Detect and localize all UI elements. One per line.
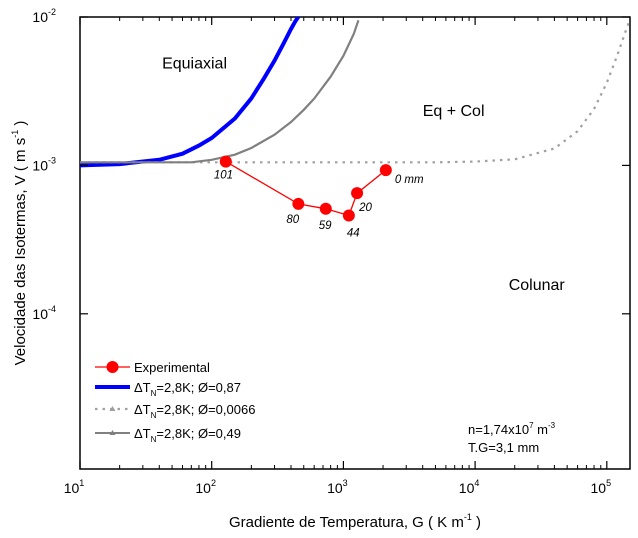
x-tick-label: 101 xyxy=(64,478,85,496)
experimental-point xyxy=(292,197,305,210)
annotation-line1: n=1,74x107 m-3 xyxy=(468,421,556,437)
legend-marker-triangle xyxy=(109,430,116,435)
x-axis-label-sup: -1 xyxy=(464,512,472,522)
legend-entry-label: ΔTN=2,8K; Ø=0,87 xyxy=(134,380,241,398)
region-label-eq-col: Eq + Col xyxy=(423,103,485,120)
y-tick-label: 10-4 xyxy=(32,304,56,322)
series-line-2-8k-0-87 xyxy=(80,17,301,168)
y-axis-label-close: ) xyxy=(12,121,29,130)
experimental-point xyxy=(351,187,364,200)
experimental-point xyxy=(342,209,355,222)
experimental-layer: 101 80 59 44 20 0 mm xyxy=(214,155,424,239)
annotation-line1-unit: m xyxy=(534,422,548,437)
x-axis-label-main: Gradiente de Temperatura, G ( K m xyxy=(229,514,464,531)
experimental-point xyxy=(319,202,332,215)
series-line-2-8k-0-49 xyxy=(80,19,360,164)
y-axis-label: Velocidade das Isotermas, V ( m s-1 ) xyxy=(10,121,29,366)
experimental-point-label: 44 xyxy=(347,227,360,239)
legend-entry-label: ΔTN=2,8K; Ø=0,0066 xyxy=(134,402,255,420)
experimental-point-label: 101 xyxy=(214,170,233,182)
experimental-point-label: 0 mm xyxy=(395,174,424,186)
x-axis-label: Gradiente de Temperatura, G ( K m-1 ) xyxy=(229,512,481,531)
x-tick-label: 105 xyxy=(591,478,612,496)
y-tick-label: 10-3 xyxy=(32,155,56,173)
legend-entry-label: ΔTN=2,8K; Ø=0,49 xyxy=(134,426,241,444)
legend-marker-experimental xyxy=(106,361,119,373)
tick-layer: 101 102 103 104 105 10-2 10-3 10-4 xyxy=(32,7,630,496)
legend-entry-label: Experimental xyxy=(134,360,210,375)
experimental-point xyxy=(219,155,232,168)
y-axis-label-main: Velocidade das Isotermas, V ( m s xyxy=(12,138,29,366)
annotation-line1-sup: 7 xyxy=(529,421,534,430)
experimental-line xyxy=(225,161,387,217)
region-labels: Equiaxial Eq + Col Colunar xyxy=(162,55,565,293)
x-tick-label: 102 xyxy=(195,478,216,496)
x-axis-label-close: ) xyxy=(472,514,481,531)
annotation-line1-main: n=1,74x10 xyxy=(468,422,529,437)
legend: Experimental ΔTN=2,8K; Ø=0,87 ΔTN=2,8K; Ø=… xyxy=(95,360,255,444)
region-label-equiaxial: Equiaxial xyxy=(162,55,227,72)
experimental-point xyxy=(379,164,392,177)
y-tick-label: 10-2 xyxy=(32,7,56,25)
legend-marker-triangle xyxy=(109,406,116,411)
annotation-line2: T.G=3,1 mm xyxy=(468,440,539,455)
x-tick-label: 104 xyxy=(459,478,480,496)
y-axis-label-sup: -1 xyxy=(10,130,20,138)
experimental-point-label: 80 xyxy=(286,214,299,226)
experimental-point-label: 59 xyxy=(319,220,332,232)
series-layer xyxy=(80,17,630,168)
plot-area-frame xyxy=(79,16,631,470)
x-tick-label: 103 xyxy=(327,478,348,496)
region-label-colunar: Colunar xyxy=(509,277,566,294)
series-line-2-8k-0-0066 xyxy=(80,19,630,164)
experimental-point-label: 20 xyxy=(358,202,372,214)
annotation-line1-unit-sup: -3 xyxy=(548,421,556,430)
